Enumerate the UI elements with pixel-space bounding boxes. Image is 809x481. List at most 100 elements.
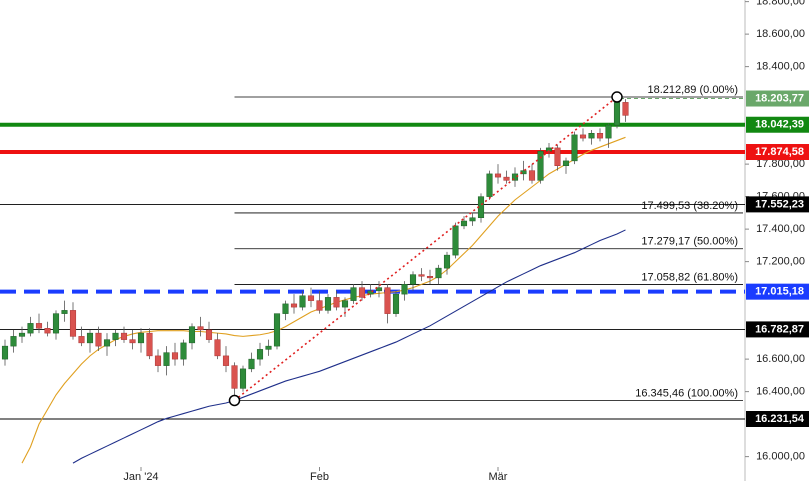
level-label: 16.231,54 (755, 413, 805, 425)
candle-body (435, 267, 442, 279)
candle-body (350, 287, 357, 301)
candle-body (418, 274, 425, 277)
level-box (746, 90, 809, 107)
candle-body (222, 355, 230, 366)
candle-body (460, 220, 468, 227)
candle-body (392, 293, 400, 314)
x-tick-label: Feb (310, 471, 329, 481)
candle-body (52, 313, 60, 334)
candle-body (554, 147, 561, 166)
candle-body (528, 170, 536, 181)
candle-body (180, 342, 187, 360)
candle-body (239, 368, 247, 389)
candle-body (112, 332, 119, 340)
candle-body (214, 339, 221, 357)
fib-label: 16.345,46 (100.00%) (635, 387, 738, 399)
x-tick-label: Jan '24 (123, 471, 158, 481)
candle-body (384, 287, 391, 314)
candle-body (579, 134, 587, 139)
candle-body (265, 345, 272, 350)
candle-body (562, 160, 570, 166)
level-label: 18.203,77 (755, 92, 804, 104)
candle-body (86, 332, 94, 344)
candle-body (511, 173, 519, 181)
candle-body (231, 365, 238, 389)
candle-body (18, 332, 26, 337)
candle-body (35, 323, 43, 329)
candle-body (409, 274, 417, 285)
fib-label: 17.499,53 (38.20%) (641, 200, 738, 212)
candle-body (375, 287, 383, 292)
candle-body (137, 332, 145, 344)
level-box (746, 116, 809, 133)
candle-body (1, 345, 9, 360)
candle-body (494, 173, 502, 178)
candle-body (188, 326, 196, 344)
candle-body (103, 339, 111, 347)
candle-body (205, 329, 213, 340)
y-tick-label: 18.400,00 (756, 61, 805, 73)
candle-body (10, 336, 17, 347)
level-box (746, 283, 809, 300)
level-box (746, 144, 809, 161)
candle-body (358, 287, 366, 298)
candle-body (290, 303, 298, 308)
candle-body (61, 310, 68, 314)
candle-body (324, 297, 332, 311)
fib-label: 17.058,82 (61.80%) (641, 271, 738, 283)
candle-body (613, 102, 621, 126)
candle-body (154, 355, 162, 366)
level-box (746, 321, 809, 338)
x-tick-label: Mär (489, 471, 508, 481)
y-tick-label: 17.800,00 (756, 158, 805, 170)
fib-label: 17.279,17 (50.00%) (641, 236, 738, 248)
candle-body (401, 284, 408, 295)
level-label: 17.874,58 (755, 146, 804, 158)
fib-label: 18.212,89 (0.00%) (647, 84, 738, 96)
candle-body (27, 323, 34, 334)
candle-body (248, 358, 255, 370)
candle-body (282, 303, 289, 314)
candle-body (605, 124, 612, 139)
y-tick-label: 16.400,00 (756, 386, 805, 398)
candle-body (44, 328, 51, 334)
y-tick-label: 16.600,00 (756, 353, 805, 365)
moving-average (72, 229, 626, 464)
candle-body (171, 352, 179, 360)
candle-body (571, 134, 578, 162)
candle-body (537, 150, 544, 181)
level-label: 17.015,18 (755, 286, 804, 298)
fib-trend (234, 96, 618, 402)
level-label: 18.042,39 (755, 119, 804, 131)
candle-body (163, 352, 170, 366)
y-tick-label: 16.000,00 (756, 451, 805, 463)
candle-body (469, 217, 476, 222)
candle-body (120, 332, 128, 340)
candle-body (520, 170, 527, 175)
candle-body (341, 300, 349, 308)
candle-body (426, 276, 434, 279)
candle-body (622, 102, 629, 116)
candle-body (333, 297, 340, 308)
fib-anchor (228, 394, 241, 407)
candle-body (486, 173, 493, 197)
candle-body (256, 349, 264, 360)
fib-anchor (611, 91, 623, 103)
y-tick-label: 18.800,00 (756, 0, 805, 8)
level-box (746, 196, 809, 213)
candle-body (443, 254, 451, 269)
candle-body (129, 339, 136, 344)
candle-body (78, 336, 85, 344)
candle-body (316, 300, 323, 311)
y-tick-label: 17.200,00 (756, 256, 805, 268)
candle-body (307, 295, 315, 301)
candle-body (367, 290, 374, 295)
candle-body (69, 310, 77, 337)
candle-body (299, 295, 306, 308)
candle-body (273, 313, 281, 347)
level-box (746, 410, 809, 427)
candle-body (146, 332, 153, 357)
candle-body (95, 332, 102, 347)
